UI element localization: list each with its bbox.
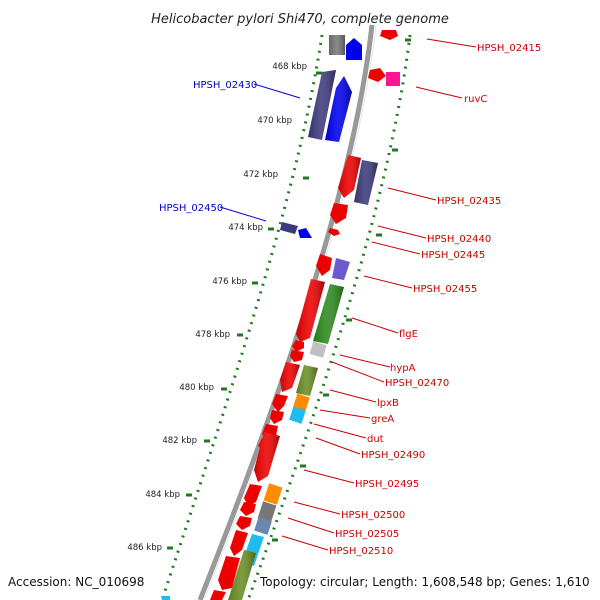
kbp-label-476: 476 kbp — [212, 277, 247, 287]
gene-red-bottom — [210, 590, 226, 600]
right-leader-lines — [281, 38, 477, 551]
gene-blue-HPSH_02450b — [298, 228, 312, 238]
gene-red-dut — [270, 410, 284, 424]
kbp-label-484: 484 kbp — [145, 490, 180, 500]
genome-summary-text: Topology: circular; Length: 1,608,548 bp… — [259, 575, 590, 589]
kbp-label-486: 486 kbp — [127, 543, 162, 553]
gene-red-ruvC — [368, 68, 386, 82]
gene-cyan-bottom-left — [162, 596, 170, 600]
kbp-tick-marks — [167, 71, 322, 550]
kbp-label-480: 480 kbp — [179, 383, 214, 393]
gene-label-HPSH_02440[interactable]: HPSH_02440 — [427, 234, 491, 245]
accession-text: Accession: NC_010698 — [8, 575, 144, 589]
gene-red-HPSH_02440 — [330, 203, 348, 224]
left-leader-lines — [219, 83, 301, 222]
gene-red-HPSH_02415 — [380, 30, 398, 40]
genome-backbone-inner — [203, 24, 377, 600]
outer-dotted-ring-left — [160, 34, 324, 600]
gene-red-HPSH_02500a — [244, 484, 262, 506]
gene-label-HPSH_02450[interactable]: HPSH_02450 — [159, 203, 223, 214]
kbp-label-472: 472 kbp — [243, 170, 278, 180]
gene-red-HPSH_02500b — [240, 502, 256, 516]
kbp-label-478: 478 kbp — [195, 330, 230, 340]
gene-label-HPSH_02510[interactable]: HPSH_02510 — [329, 546, 393, 557]
gene-lightgray-hypA — [309, 341, 327, 358]
gene-red-HPSH_02455a — [316, 254, 332, 276]
gene-red-HPSH_02510a — [230, 530, 248, 556]
gene-red-HPSH_02505a — [236, 516, 252, 530]
gene-label-HPSH_02505[interactable]: HPSH_02505 — [335, 529, 399, 540]
gene-label-HPSH_02445[interactable]: HPSH_02445 — [421, 250, 485, 261]
gene-label-HPSH_02500[interactable]: HPSH_02500 — [341, 510, 405, 521]
gene-red-HPSH_02510b — [218, 556, 240, 590]
gene-slate-HPSH_02455b — [332, 258, 350, 280]
gene-label-hypA[interactable]: hypA — [390, 363, 416, 374]
gene-red-HPSH_02445 — [328, 228, 340, 236]
kbp-label-474: 474 kbp — [228, 223, 263, 233]
gene-red-greA — [272, 394, 288, 412]
left-track-genes — [280, 35, 362, 238]
gene-label-greA[interactable]: greA — [371, 414, 394, 425]
map-title: Helicobacter pylori Shi470, complete gen… — [151, 12, 449, 27]
right-track-genes — [162, 30, 400, 600]
gene-label-flgE[interactable]: flgE — [399, 329, 418, 340]
gene-label-HPSH_02435[interactable]: HPSH_02435 — [437, 196, 501, 207]
gene-label-lpxB[interactable]: lpxB — [377, 398, 399, 409]
gene-label-HPSH_02415[interactable]: HPSH_02415 — [477, 43, 541, 54]
gene-label-HPSH_02455[interactable]: HPSH_02455 — [413, 284, 477, 295]
kbp-tick-marks-right — [272, 38, 411, 542]
gene-red-hypA-1 — [292, 340, 304, 352]
gene-magenta — [386, 72, 400, 86]
gene-label-HPSH_02490[interactable]: HPSH_02490 — [361, 450, 425, 461]
genome-backbone — [197, 24, 375, 600]
gene-label-HPSH_02430[interactable]: HPSH_02430 — [193, 80, 257, 91]
gene-orange-HPSH_02500 — [263, 483, 283, 505]
gene-gray-HPSH_02505 — [257, 501, 277, 523]
gene-label-dut[interactable]: dut — [367, 434, 384, 445]
gene-slate-HPSH_02505 — [254, 517, 272, 535]
kbp-label-468: 468 kbp — [272, 62, 307, 72]
gene-navy-HPSH_02450 — [280, 222, 298, 234]
gene-label-HPSH_02470[interactable]: HPSH_02470 — [385, 378, 449, 389]
outer-dotted-ring-right — [246, 34, 412, 600]
gene-red-hypA-2 — [290, 350, 304, 362]
gene-blue-top — [346, 38, 362, 60]
kbp-label-470: 470 kbp — [257, 116, 292, 126]
gene-orange-greA — [293, 393, 310, 411]
gene-cyan-dut — [289, 406, 306, 424]
gene-label-HPSH_02495[interactable]: HPSH_02495 — [355, 479, 419, 490]
kbp-label-482: 482 kbp — [162, 436, 197, 446]
gene-label-ruvC[interactable]: ruvC — [464, 94, 487, 105]
